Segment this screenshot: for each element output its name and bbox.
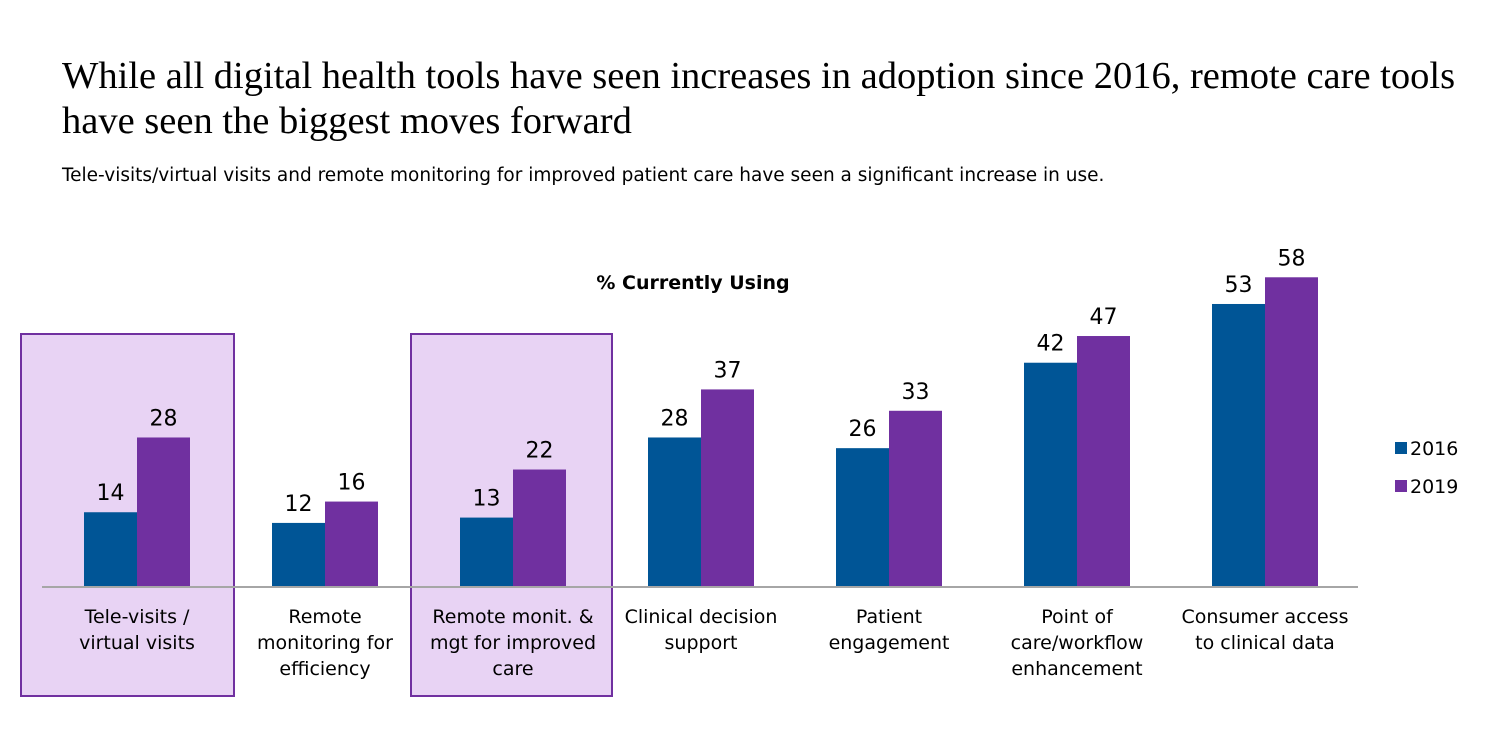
category-label-line: Consumer access: [1182, 606, 1349, 628]
bar: [1212, 303, 1265, 587]
category-label-line: Clinical decision: [625, 606, 778, 628]
data-label: 12: [285, 492, 313, 517]
category-label-line: efficiency: [279, 658, 370, 680]
legend-swatch: [1395, 480, 1407, 492]
data-label: 16: [338, 471, 366, 496]
data-label: 22: [526, 439, 554, 464]
legend-label: 2016: [1410, 438, 1458, 460]
category-label-line: care/workflow: [1011, 632, 1144, 654]
legend-swatch: [1395, 442, 1407, 454]
category-label-line: monitoring for: [257, 632, 393, 654]
category-label-line: virtual visits: [79, 632, 195, 654]
category-label: Remote monitoring for efficiency: [257, 606, 393, 680]
category-label: Remote monit. & mgt for improved care: [430, 606, 596, 680]
category-label-line: Remote monit. &: [432, 606, 593, 628]
bar: [272, 522, 325, 587]
bar: [1265, 277, 1318, 587]
data-label: 58: [1278, 246, 1306, 271]
category-label-line: Patient: [856, 606, 922, 628]
category-label-line: Remote: [288, 606, 361, 628]
headline: While all digital health tools have seen…: [62, 55, 1456, 142]
data-label: 13: [473, 487, 501, 512]
bar: [1024, 362, 1077, 587]
data-label: 37: [714, 358, 742, 383]
category-label: Clinical decision support: [625, 606, 778, 654]
category-label-line: enhancement: [1011, 658, 1142, 680]
category-label: Consumer access to clinical data: [1182, 606, 1349, 654]
category-label-line: care: [492, 658, 533, 680]
subtitle: Tele-visits/virtual visits and remote mo…: [62, 165, 1105, 186]
data-label: 33: [902, 380, 930, 405]
bar: [889, 410, 942, 587]
bar: [513, 469, 566, 587]
category-label-line: to clinical data: [1195, 632, 1335, 654]
category-label: Tele-visits / virtual visits: [79, 606, 195, 654]
bar: [1077, 336, 1130, 587]
bar: [701, 389, 754, 587]
data-label: 53: [1225, 273, 1253, 298]
bar: [325, 501, 378, 587]
bar: [137, 437, 190, 587]
highlight-box: [410, 333, 613, 697]
category-label: Patient engagement: [829, 606, 950, 654]
bar: [836, 448, 889, 587]
data-label: 47: [1090, 305, 1118, 330]
category-label: Point of care/workflow enhancement: [1011, 606, 1144, 680]
bar: [648, 437, 701, 587]
data-label: 26: [849, 417, 877, 442]
legend-label: 2019: [1410, 476, 1458, 498]
data-label: 28: [661, 406, 689, 431]
chart-title: % Currently Using: [596, 272, 789, 294]
category-label-line: mgt for improved: [430, 632, 596, 654]
data-label: 42: [1037, 332, 1065, 357]
category-label-line: support: [665, 632, 738, 654]
category-label-line: engagement: [829, 632, 950, 654]
category-label-line: Tele-visits /: [84, 606, 190, 628]
bar: [460, 517, 513, 587]
bar: [84, 512, 137, 587]
category-label-line: Point of: [1041, 606, 1114, 628]
data-label: 14: [97, 481, 125, 506]
data-label: 28: [150, 406, 178, 431]
